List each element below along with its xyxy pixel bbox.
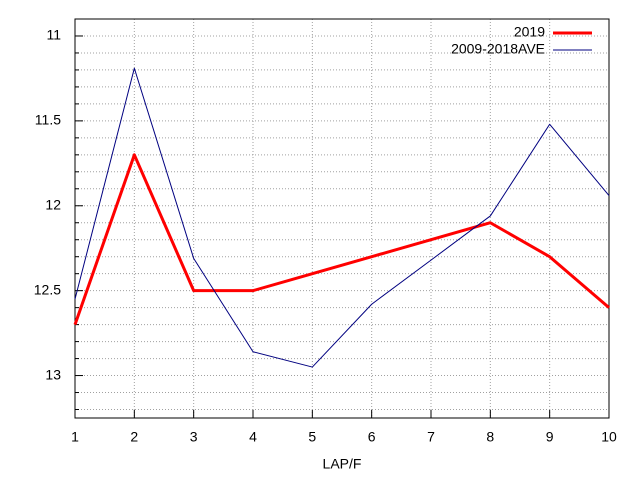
x-tick-label: 2 bbox=[130, 429, 138, 445]
legend-label: 2019 bbox=[514, 24, 545, 40]
x-tick-label: 9 bbox=[546, 429, 554, 445]
x-tick-label: 8 bbox=[486, 429, 494, 445]
y-tick-label: 11.5 bbox=[35, 112, 61, 128]
x-tick-label: 10 bbox=[601, 429, 617, 445]
data-line bbox=[73, 153, 610, 326]
x-axis-label: LAP/F bbox=[323, 456, 362, 472]
x-tick-label: 1 bbox=[71, 429, 79, 445]
y-tick-label: 12.5 bbox=[34, 281, 61, 297]
x-tick-label: 3 bbox=[190, 429, 198, 445]
x-tick-label: 4 bbox=[249, 429, 257, 445]
data-line bbox=[74, 67, 610, 368]
y-tick-label: 12 bbox=[45, 196, 61, 212]
legend-label: 2009-2018AVE bbox=[451, 41, 545, 57]
x-tick-label: 6 bbox=[368, 429, 376, 445]
y-tick-label: 13 bbox=[45, 366, 61, 382]
y-tick-label: 11 bbox=[46, 27, 61, 43]
plot-border bbox=[74, 18, 610, 419]
x-tick-label: 5 bbox=[308, 429, 316, 445]
x-tick-label: 7 bbox=[427, 429, 435, 445]
